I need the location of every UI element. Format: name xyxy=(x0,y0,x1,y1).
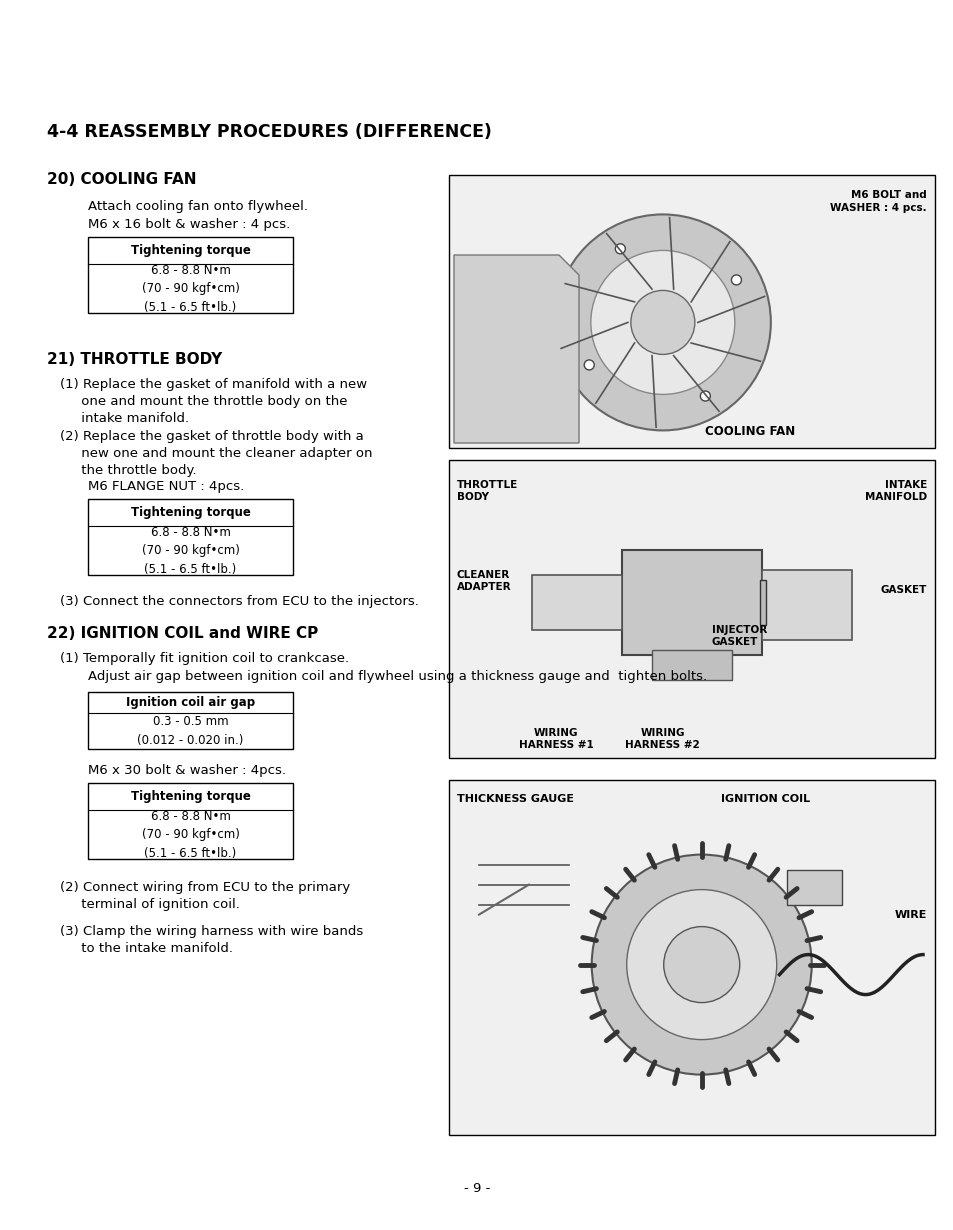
Text: MANIFOLD: MANIFOLD xyxy=(864,492,926,502)
Text: IGNITION COIL: IGNITION COIL xyxy=(720,795,809,804)
Text: (1) Temporally fit ignition coil to crankcase.: (1) Temporally fit ignition coil to cran… xyxy=(60,652,349,665)
Text: 6.8 - 8.8 N•m
(70 - 90 kgf•cm)
(5.1 - 6.5 ft•lb.): 6.8 - 8.8 N•m (70 - 90 kgf•cm) (5.1 - 6.… xyxy=(141,525,239,576)
Text: CLEANER: CLEANER xyxy=(456,569,510,581)
Bar xyxy=(651,651,731,680)
Bar xyxy=(449,460,934,758)
Text: 6.8 - 8.8 N•m
(70 - 90 kgf•cm)
(5.1 - 6.5 ft•lb.): 6.8 - 8.8 N•m (70 - 90 kgf•cm) (5.1 - 6.… xyxy=(141,263,239,314)
Circle shape xyxy=(731,276,740,285)
Circle shape xyxy=(700,391,710,401)
Circle shape xyxy=(590,251,734,395)
Circle shape xyxy=(630,290,694,354)
Bar xyxy=(449,175,934,448)
Bar xyxy=(88,499,293,574)
Text: GASKET: GASKET xyxy=(711,637,758,647)
Circle shape xyxy=(555,214,770,430)
Text: terminal of ignition coil.: terminal of ignition coil. xyxy=(60,898,239,911)
Text: HARNESS #1: HARNESS #1 xyxy=(518,740,593,750)
Text: (1) Replace the gasket of manifold with a new: (1) Replace the gasket of manifold with … xyxy=(60,378,367,391)
Text: 20) COOLING FAN: 20) COOLING FAN xyxy=(47,172,196,187)
Bar xyxy=(621,550,761,656)
Text: GASKET: GASKET xyxy=(880,585,926,595)
Text: BODY: BODY xyxy=(456,492,489,502)
Text: 22) IGNITION COIL and WIRE CP: 22) IGNITION COIL and WIRE CP xyxy=(47,626,318,641)
Text: to the intake manifold.: to the intake manifold. xyxy=(60,942,233,954)
Text: Tightening torque: Tightening torque xyxy=(131,507,251,519)
Text: WIRING: WIRING xyxy=(533,728,578,738)
Text: (2) Connect wiring from ECU to the primary: (2) Connect wiring from ECU to the prima… xyxy=(60,881,350,894)
Text: 21) THROTTLE BODY: 21) THROTTLE BODY xyxy=(47,352,222,367)
Text: - 9 -: - 9 - xyxy=(463,1182,490,1194)
Text: Adjust air gap between ignition coil and flywheel using a thickness gauge and  t: Adjust air gap between ignition coil and… xyxy=(88,670,706,683)
Text: WIRING: WIRING xyxy=(639,728,684,738)
Text: 4-4 REASSEMBLY PROCEDURES (DIFFERENCE): 4-4 REASSEMBLY PROCEDURES (DIFFERENCE) xyxy=(47,123,492,141)
Text: HARNESS #2: HARNESS #2 xyxy=(625,740,700,750)
Text: INJECTOR: INJECTOR xyxy=(711,625,766,635)
Text: M6 FLANGE NUT : 4pcs.: M6 FLANGE NUT : 4pcs. xyxy=(88,480,244,493)
Circle shape xyxy=(583,360,594,370)
Text: (3) Connect the connectors from ECU to the injectors.: (3) Connect the connectors from ECU to t… xyxy=(60,595,418,608)
Text: one and mount the throttle body on the: one and mount the throttle body on the xyxy=(60,395,347,408)
Text: WIRE: WIRE xyxy=(894,910,926,920)
Polygon shape xyxy=(454,255,578,443)
Circle shape xyxy=(663,926,739,1002)
Text: ADAPTER: ADAPTER xyxy=(456,582,511,592)
Text: THROTTLE: THROTTLE xyxy=(456,480,517,490)
Text: 6.8 - 8.8 N•m
(70 - 90 kgf•cm)
(5.1 - 6.5 ft•lb.): 6.8 - 8.8 N•m (70 - 90 kgf•cm) (5.1 - 6.… xyxy=(141,809,239,860)
Bar xyxy=(532,576,621,630)
Text: M6 x 16 bolt & washer : 4 pcs.: M6 x 16 bolt & washer : 4 pcs. xyxy=(88,218,290,231)
Text: 0.3 - 0.5 mm
(0.012 - 0.020 in.): 0.3 - 0.5 mm (0.012 - 0.020 in.) xyxy=(137,715,243,747)
Circle shape xyxy=(615,244,624,253)
Text: INTAKE: INTAKE xyxy=(883,480,926,490)
Text: intake manifold.: intake manifold. xyxy=(60,412,189,426)
Bar xyxy=(761,569,851,640)
Circle shape xyxy=(626,889,776,1039)
Bar xyxy=(88,237,293,312)
Bar xyxy=(786,870,841,904)
Text: Ignition coil air gap: Ignition coil air gap xyxy=(126,696,254,708)
Text: new one and mount the cleaner adapter on: new one and mount the cleaner adapter on xyxy=(60,446,372,460)
Text: THICKNESS GAUGE: THICKNESS GAUGE xyxy=(456,795,574,804)
Text: WASHER : 4 pcs.: WASHER : 4 pcs. xyxy=(829,203,926,213)
Text: COOLING FAN: COOLING FAN xyxy=(704,426,795,438)
Bar xyxy=(760,581,765,625)
Text: (2) Replace the gasket of throttle body with a: (2) Replace the gasket of throttle body … xyxy=(60,430,363,443)
Text: Tightening torque: Tightening torque xyxy=(131,245,251,257)
Circle shape xyxy=(591,855,811,1075)
Text: M6 x 30 bolt & washer : 4pcs.: M6 x 30 bolt & washer : 4pcs. xyxy=(88,764,286,777)
Bar xyxy=(88,784,293,859)
Bar xyxy=(449,780,934,1135)
Text: M6 BOLT and: M6 BOLT and xyxy=(850,189,926,200)
Text: the throttle body.: the throttle body. xyxy=(60,464,196,477)
Text: Tightening torque: Tightening torque xyxy=(131,790,251,803)
Bar xyxy=(88,692,293,749)
Text: (3) Clamp the wiring harness with wire bands: (3) Clamp the wiring harness with wire b… xyxy=(60,925,363,938)
Text: Attach cooling fan onto flywheel.: Attach cooling fan onto flywheel. xyxy=(88,200,308,213)
